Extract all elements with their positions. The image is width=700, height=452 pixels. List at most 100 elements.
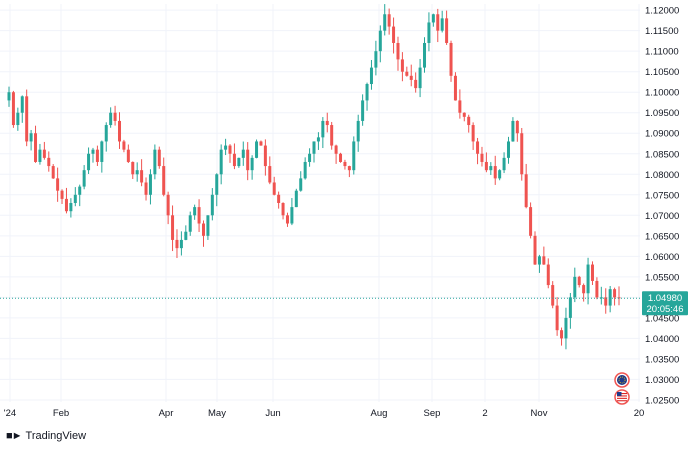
candle-body xyxy=(206,215,210,236)
candle-body xyxy=(445,18,449,43)
candle-body xyxy=(608,289,612,306)
candle-body xyxy=(285,215,289,224)
candle-body xyxy=(118,120,122,142)
y-tick-label: 1.08000 xyxy=(645,170,679,181)
x-tick-label: 20 xyxy=(634,408,645,419)
candle-body xyxy=(489,166,493,171)
x-tick-label: May xyxy=(208,408,226,419)
candle-body xyxy=(533,235,537,265)
y-tick-label: 1.07000 xyxy=(645,211,679,222)
last-price-value: 1.04980 xyxy=(648,293,682,304)
candle-body xyxy=(153,149,157,175)
event-markers[interactable] xyxy=(614,372,630,405)
candle-body xyxy=(546,264,550,286)
candle-body xyxy=(20,96,24,113)
candle-body xyxy=(210,194,214,216)
eu-flag-icon[interactable] xyxy=(614,372,630,388)
candle-body xyxy=(299,178,303,191)
candle-body xyxy=(290,207,294,224)
candle-body xyxy=(560,330,564,339)
candle-body xyxy=(502,157,506,171)
candle-body xyxy=(237,157,241,167)
y-tick-label: 1.09500 xyxy=(645,108,679,119)
candle-body xyxy=(321,120,325,138)
candle-body xyxy=(224,145,228,150)
candle-body xyxy=(126,149,130,162)
y-tick-label: 1.03500 xyxy=(645,354,679,365)
candle-body xyxy=(11,92,15,126)
y-tick-label: 1.08500 xyxy=(645,149,679,160)
candle-body xyxy=(232,153,236,167)
candle-body xyxy=(595,280,599,298)
candle-body xyxy=(250,157,254,171)
candle-body xyxy=(325,120,329,126)
candle-body xyxy=(109,112,113,126)
candle-body xyxy=(113,112,117,121)
candle-body xyxy=(577,276,581,286)
y-tick-label: 1.07500 xyxy=(645,190,679,201)
candle-body xyxy=(69,203,73,212)
tradingview-branding[interactable]: ■► TradingView xyxy=(6,428,86,444)
candles xyxy=(7,4,621,350)
candle-body xyxy=(515,120,519,134)
candle-body xyxy=(64,198,68,212)
candle-body xyxy=(263,145,267,167)
candle-body xyxy=(184,231,188,240)
candle-body xyxy=(542,256,546,265)
candle-body xyxy=(140,170,144,183)
candle-body xyxy=(599,297,603,299)
candle-body xyxy=(418,67,422,89)
candle-body xyxy=(188,215,192,232)
y-tick-label: 1.02500 xyxy=(645,395,679,406)
candle-body xyxy=(529,207,533,236)
candle-body xyxy=(436,14,440,31)
candle-body xyxy=(308,153,312,162)
candle-body xyxy=(613,289,617,298)
y-axis[interactable]: 1.12000 1.11500 1.11000 1.10500 1.10000 1.095… xyxy=(645,6,679,407)
candle-body xyxy=(51,166,55,179)
candle-body xyxy=(219,149,223,175)
us-flag-icon[interactable] xyxy=(614,389,630,405)
candle-body xyxy=(506,141,510,158)
candle-body xyxy=(590,264,594,281)
candle-body xyxy=(520,133,524,175)
y-tick-label: 1.03000 xyxy=(645,375,679,386)
candle-body xyxy=(449,42,453,76)
candle-body xyxy=(374,51,378,68)
candle-body xyxy=(100,141,104,162)
y-tick-label: 1.06000 xyxy=(645,252,679,263)
candle-body xyxy=(259,141,263,146)
x-tick-label: 2 xyxy=(482,408,487,419)
candle-body xyxy=(162,166,166,195)
candle-body xyxy=(330,125,334,146)
candle-body xyxy=(396,42,400,60)
x-tick-label: Apr xyxy=(159,408,174,419)
candle-body xyxy=(484,161,488,171)
candle-body xyxy=(343,161,347,167)
candle-body xyxy=(144,182,148,195)
grid xyxy=(0,4,640,402)
candle-body xyxy=(60,190,64,199)
candle-body xyxy=(458,100,462,113)
candle-body xyxy=(47,157,51,167)
candle-body xyxy=(462,112,466,117)
candle-body xyxy=(157,149,161,167)
candle-body xyxy=(171,215,175,240)
candle-body xyxy=(246,149,250,171)
candle-body xyxy=(493,166,497,179)
candle-body xyxy=(135,170,139,175)
candle-body xyxy=(431,14,435,23)
candle-body xyxy=(582,285,586,294)
candle-body xyxy=(400,59,404,72)
x-axis[interactable]: '24 Feb Apr May Jun Aug Sep 2 Nov 20 xyxy=(4,408,644,419)
candle-body xyxy=(524,174,528,208)
x-tick-label: Aug xyxy=(371,408,388,419)
candle-body xyxy=(498,170,502,179)
candle-body xyxy=(7,92,11,101)
candle-body xyxy=(215,174,219,195)
candle-body xyxy=(197,207,201,224)
candle-body xyxy=(586,264,590,294)
candle-body xyxy=(303,161,307,179)
